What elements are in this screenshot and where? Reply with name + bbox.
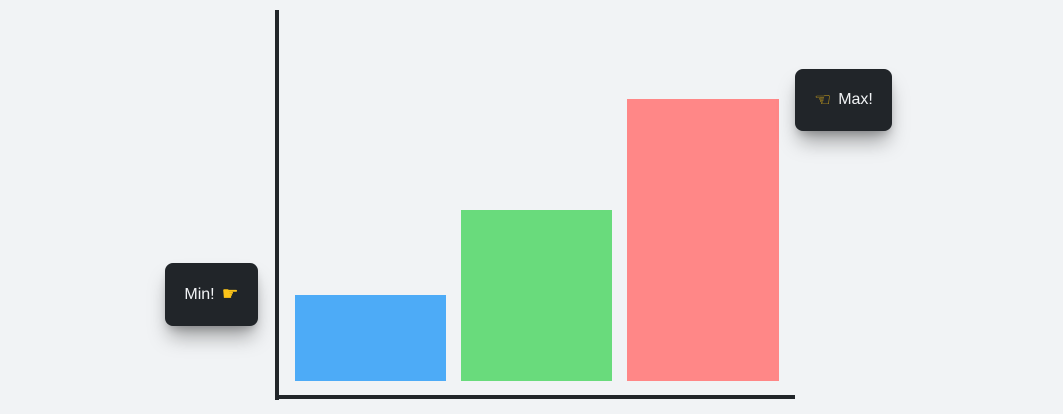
tooltip-max: ☜ Max! (795, 69, 892, 131)
tooltip-min-label: Min! (184, 285, 215, 303)
pointing-left-icon: ☜ (814, 89, 832, 111)
tooltip-max-label: Max! (838, 91, 873, 108)
bar-min[interactable] (295, 295, 446, 381)
tooltip-min: Min! ☛ (165, 263, 258, 326)
y-axis (275, 10, 279, 400)
pointing-right-icon: ☛ (221, 284, 239, 305)
x-axis (275, 395, 795, 399)
bar-max[interactable] (627, 99, 779, 381)
bar-mid[interactable] (461, 210, 612, 381)
